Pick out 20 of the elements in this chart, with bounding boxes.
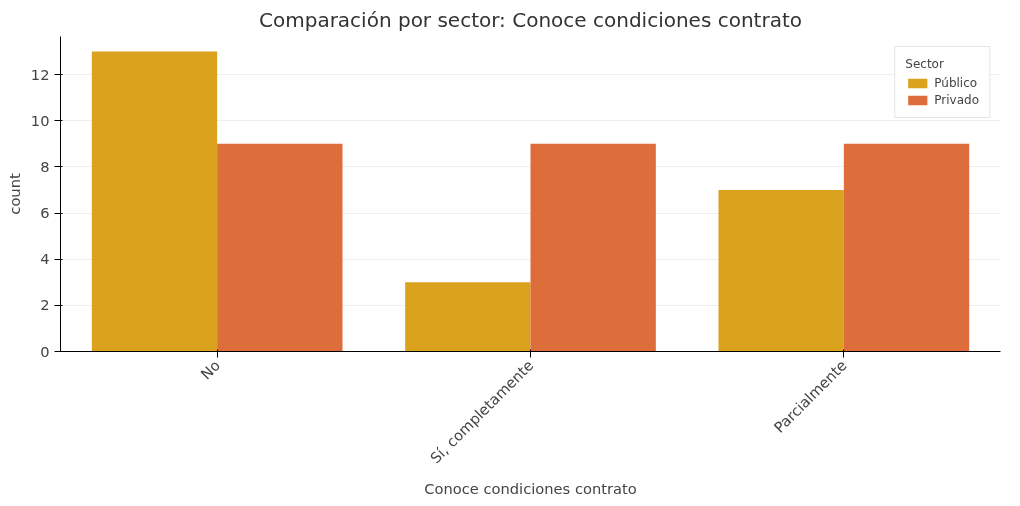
bar	[217, 143, 343, 352]
y-tick-label: 10	[30, 111, 50, 129]
bar	[530, 143, 656, 352]
bar	[843, 143, 970, 352]
y-tick-label: 12	[30, 65, 50, 83]
y-tick-label: 0	[40, 342, 50, 360]
y-tick-label: 6	[40, 204, 50, 222]
bar	[718, 189, 844, 352]
x-tick-label: No	[197, 356, 224, 383]
bar	[405, 282, 531, 352]
chart-title: Comparación por sector: Conoce condiciones contrato	[259, 7, 802, 32]
legend-label: Público	[934, 76, 978, 90]
y-tick-label: 4	[40, 250, 50, 268]
bar	[91, 51, 218, 352]
legend-title: Sector	[905, 57, 945, 71]
y-tick-label: 2	[40, 296, 50, 314]
y-tick-label: 8	[40, 157, 50, 175]
x-axis-title: Conoce condiciones contrato	[424, 480, 637, 498]
y-axis-title: count	[5, 173, 23, 215]
legend-label: Privado	[934, 93, 979, 107]
